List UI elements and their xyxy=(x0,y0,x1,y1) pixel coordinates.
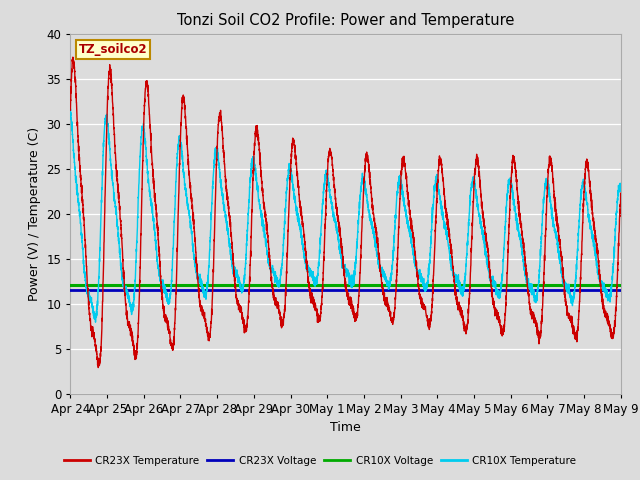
Title: Tonzi Soil CO2 Profile: Power and Temperature: Tonzi Soil CO2 Profile: Power and Temper… xyxy=(177,13,515,28)
Y-axis label: Power (V) / Temperature (C): Power (V) / Temperature (C) xyxy=(28,127,41,300)
X-axis label: Time: Time xyxy=(330,421,361,434)
Legend: CR23X Temperature, CR23X Voltage, CR10X Voltage, CR10X Temperature: CR23X Temperature, CR23X Voltage, CR10X … xyxy=(60,452,580,470)
Text: TZ_soilco2: TZ_soilco2 xyxy=(79,43,147,56)
